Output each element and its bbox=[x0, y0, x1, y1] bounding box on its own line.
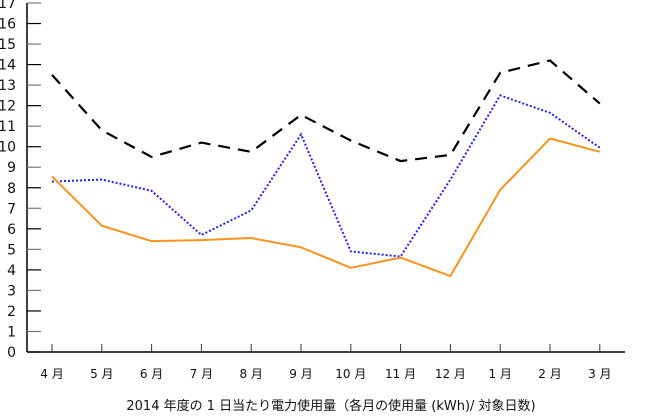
x-tick-label: 3 月 bbox=[588, 367, 611, 381]
x-tick-label: 12 月 bbox=[435, 367, 466, 381]
x-tick-label: 4 月 bbox=[40, 367, 63, 381]
y-tick-label: 14 bbox=[0, 58, 16, 74]
series-line-orange-solid bbox=[51, 137, 601, 278]
series-line-black-dashed bbox=[51, 59, 601, 163]
y-tick-label: 13 bbox=[0, 78, 16, 94]
y-tick-label: 17 bbox=[0, 0, 16, 12]
x-tick-label: 2 月 bbox=[538, 367, 561, 381]
y-tick-label: 3 bbox=[7, 283, 16, 299]
series-lines bbox=[51, 59, 601, 278]
y-tick-label: 5 bbox=[7, 242, 16, 258]
y-tick-label: 16 bbox=[0, 17, 16, 33]
x-axis: 4 月 5 月 6 月 7 月 8 月 9 月 10 月 11 月 12 月 1 月 2 月 3 月 bbox=[27, 344, 625, 381]
y-tick-label: 0 bbox=[7, 345, 16, 361]
y-tick-label: 7 bbox=[7, 201, 16, 217]
y-tick-label: 1 bbox=[7, 324, 16, 340]
y-tick-label: 10 bbox=[0, 140, 16, 156]
y-tick-label: 6 bbox=[7, 222, 16, 238]
x-tick-label: 7 月 bbox=[190, 367, 213, 381]
y-tick-label: 2 bbox=[7, 304, 16, 320]
series-line-blue-dotted bbox=[51, 94, 601, 258]
y-tick-label: 15 bbox=[0, 37, 16, 53]
x-tick-label: 9 月 bbox=[289, 367, 312, 381]
y-tick-label: 4 bbox=[7, 263, 16, 279]
x-axis-label: 2014 年度の 1 日当たり電力使用量（各月の使用量 (kWh)/ 対象日数) bbox=[126, 398, 535, 414]
y-tick-label: 9 bbox=[7, 160, 16, 176]
x-tick-label: 8 月 bbox=[239, 367, 262, 381]
y-tick-label: 11 bbox=[0, 119, 16, 135]
x-tick-label: 6 月 bbox=[140, 367, 163, 381]
x-tick-label: 11 月 bbox=[385, 367, 416, 381]
x-tick-label: 5 月 bbox=[90, 367, 113, 381]
y-tick-label: 8 bbox=[7, 181, 16, 197]
x-tick-label: 1 月 bbox=[488, 367, 511, 381]
y-tick-label: 12 bbox=[0, 99, 16, 115]
x-tick-label: 10 月 bbox=[335, 367, 366, 381]
